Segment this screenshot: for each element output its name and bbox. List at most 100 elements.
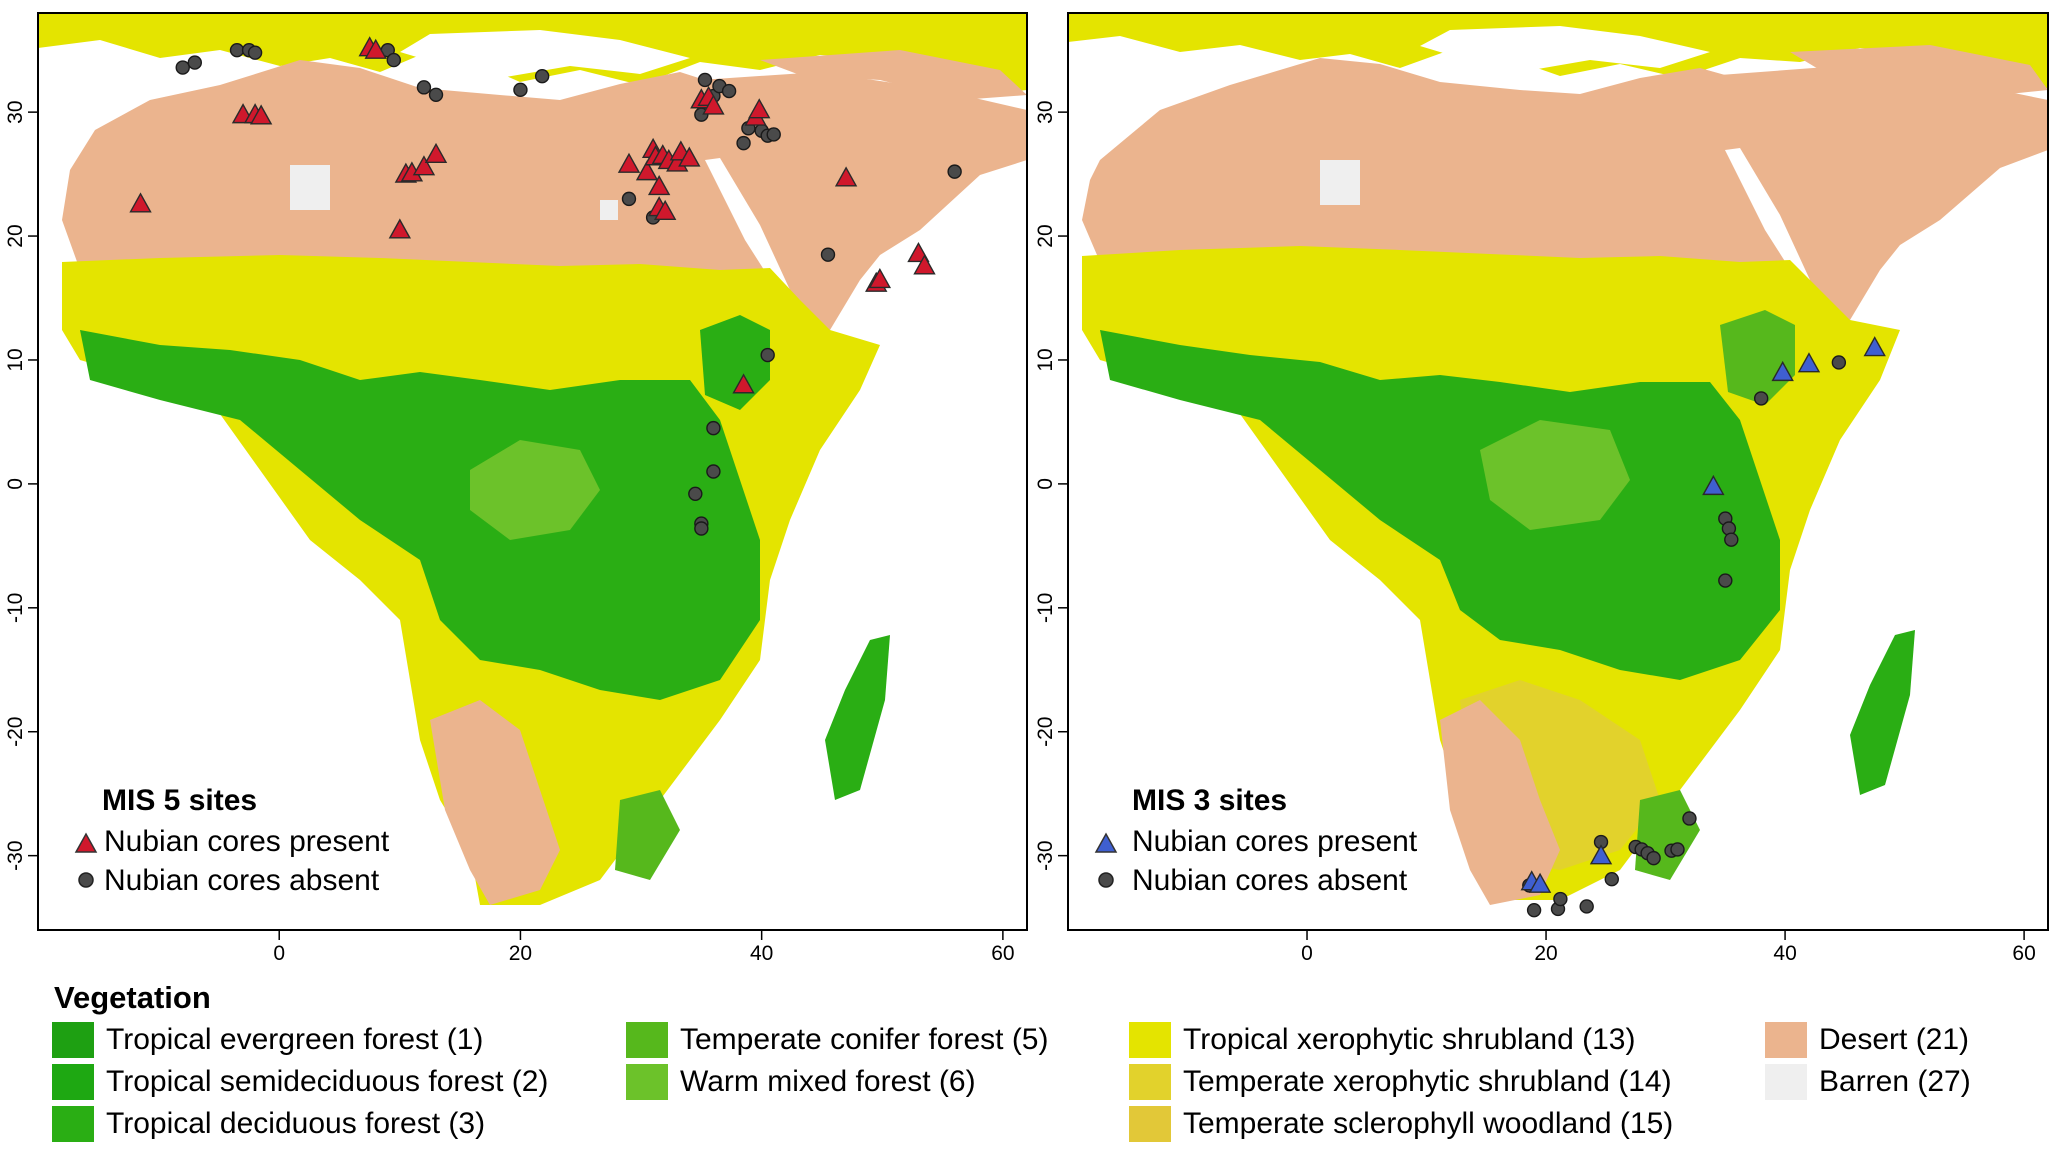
legend-absent-label: Nubian cores absent (104, 864, 380, 897)
y-tick-label: 30 (1034, 100, 1057, 123)
x-tick-label: 20 (1534, 942, 1557, 965)
x-tick-label: 60 (2012, 942, 2035, 965)
present-site-marker (653, 199, 677, 220)
absent-site-marker (820, 247, 836, 262)
present-marker-icon (74, 832, 98, 853)
absent-site-marker (706, 420, 721, 436)
legend-present-label: Nubian cores present (1132, 825, 1418, 858)
y-tick-label: 0 (4, 478, 27, 490)
vegetation-label: Temperate sclerophyll woodland (15) (1183, 1107, 1674, 1140)
y-tick-label: 20 (1034, 224, 1057, 247)
present-site-marker (732, 373, 755, 394)
vegetation-label: Barren (27) (1819, 1065, 1971, 1098)
absent-site-marker (534, 68, 550, 84)
y-axis: 30 20 10 0 -10 -20 -30 (4, 100, 38, 871)
absent-site-marker (1604, 871, 1619, 887)
vegetation-label: Desert (21) (1819, 1023, 1970, 1056)
vegetation-legend-title: Vegetation (54, 980, 211, 1015)
x-axis: 0 20 40 60 (1301, 930, 2036, 965)
vegetation-label: Tropical deciduous forest (3) (106, 1107, 486, 1140)
present-site-marker (412, 155, 436, 176)
absent-site-marker (721, 83, 737, 99)
absent-site-marker (697, 72, 713, 88)
vegetation-label: Temperate xerophytic shrubland (14) (1183, 1065, 1672, 1098)
absent-site-marker (688, 486, 703, 502)
absent-site-marker (760, 347, 775, 363)
x-axis: 0 20 40 60 (273, 930, 1015, 965)
x-tick-label: 0 (1301, 942, 1313, 965)
europe-desert (760, 50, 1027, 100)
present-site-marker (1771, 360, 1794, 382)
absent-site-marker (187, 55, 202, 70)
vegetation-legend-item: Temperate xerophytic shrubland (14) (1129, 1064, 1672, 1100)
present-site-marker (1797, 352, 1821, 373)
absent-site-marker (1682, 811, 1697, 826)
y-tick-label: 0 (1034, 478, 1057, 490)
sahara-desert (1082, 58, 1790, 270)
map-panel-mis3: 0 20 40 60 30 20 10 0 -10 -20 -30 MIS 3 sites Nub… (1034, 12, 2049, 965)
present-site-marker (424, 142, 448, 163)
absent-site-marker (766, 127, 781, 142)
absent-site-marker (229, 42, 245, 58)
present-site-marker (364, 38, 387, 59)
absent-site-marker (386, 52, 401, 68)
vegetation-legend-item: Desert (21) (1765, 1022, 1969, 1058)
map-panel-mis5: 0 20 40 60 30 20 10 0 -10 -20 -30 MIS 5 sites Nub… (4, 12, 1028, 965)
absent-marker-icon (78, 872, 94, 888)
absent-site-marker (621, 191, 637, 207)
absent-marker-icon (1098, 872, 1114, 888)
vegetation-legend-item: Warm mixed forest (6) (626, 1064, 976, 1100)
kalahari-desert (430, 700, 560, 905)
ethiopia-forest (1720, 310, 1795, 405)
y-tick-label: 20 (4, 224, 27, 247)
absent-site-marker (1831, 355, 1847, 370)
absent-site-marker (736, 135, 751, 151)
y-tick-label: -30 (1034, 840, 1057, 870)
y-tick-label: -20 (4, 717, 27, 747)
absent-site-marker (1526, 902, 1542, 918)
absent-site-marker (1718, 573, 1733, 588)
present-site-marker (748, 98, 771, 119)
present-site-marker (678, 146, 701, 167)
vegetation-swatch (52, 1022, 94, 1058)
kalahari-desert (1440, 700, 1560, 905)
legend-title: MIS 3 sites (1132, 784, 1287, 817)
vegetation-label: Tropical xerophytic shrubland (13) (1183, 1023, 1636, 1056)
legend-absent-label: Nubian cores absent (1132, 864, 1408, 897)
present-site-marker (1863, 336, 1886, 357)
site-markers (129, 36, 962, 536)
present-site-marker (702, 94, 725, 115)
vegetation-label: Temperate conifer forest (5) (680, 1023, 1049, 1056)
map-frame (1067, 12, 2049, 931)
vegetation-label: Warm mixed forest (6) (680, 1065, 976, 1098)
vegetation-legend-item: Tropical xerophytic shrubland (13) (1129, 1022, 1635, 1058)
site-legend: MIS 5 sites Nubian cores present Nubian … (74, 784, 390, 897)
absent-site-marker (947, 164, 962, 179)
absent-site-marker (1670, 842, 1685, 857)
absent-site-marker (428, 87, 444, 102)
y-tick-label: -20 (1034, 717, 1057, 747)
y-tick-label: -30 (4, 840, 27, 870)
south-east-forest (615, 790, 680, 880)
present-site-marker (635, 160, 659, 181)
absent-site-marker (1753, 391, 1769, 406)
madagascar (1850, 630, 1915, 795)
europe-desert (1790, 45, 2048, 96)
absent-site-marker (1646, 850, 1661, 866)
map-frame (37, 12, 1028, 931)
present-site-marker (129, 192, 152, 213)
legend-title: MIS 5 sites (102, 784, 257, 817)
mediterranean-sea (400, 30, 690, 78)
vegetation-swatch (1129, 1022, 1171, 1058)
present-site-marker (868, 267, 892, 289)
vegetation-legend-item: Tropical evergreen forest (1) (52, 1022, 483, 1058)
forest-center-light (470, 440, 600, 540)
vegetation-legend-item: Tropical deciduous forest (3) (52, 1106, 485, 1142)
absent-site-marker (513, 82, 528, 98)
vegetation-swatch (626, 1064, 668, 1100)
mediterranean-sea (1420, 26, 1710, 72)
y-tick-label: -10 (1034, 593, 1057, 623)
x-tick-label: 40 (750, 942, 773, 965)
present-site-marker (913, 254, 936, 275)
vegetation-label: Tropical semideciduous forest (2) (106, 1065, 549, 1098)
